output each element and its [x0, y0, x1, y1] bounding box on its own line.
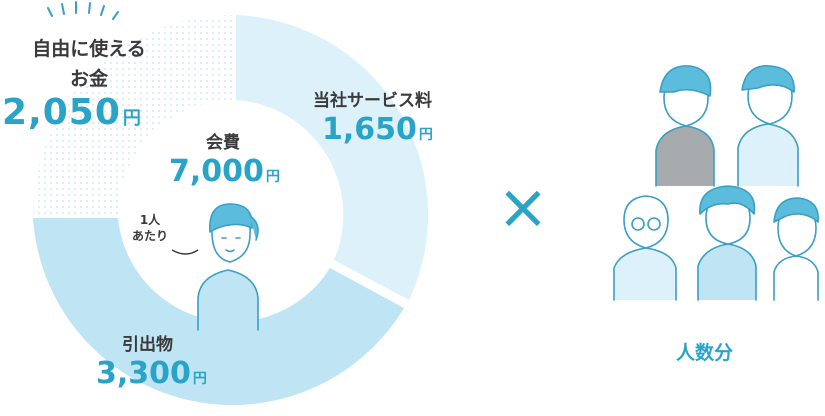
speech-tail-icon — [171, 249, 199, 255]
service-fee-value: 1,650 — [322, 112, 417, 147]
group-illustration — [613, 65, 819, 301]
gifts-title: 引出物 — [122, 335, 173, 355]
membership-fee-amount: 7,000 円 — [169, 154, 280, 189]
per-person-note: 1人 あたり — [132, 212, 168, 244]
free-money-amount: 2,050 円 — [2, 92, 142, 133]
multiply-icon: × — [497, 170, 549, 243]
membership-fee-value: 7,000 — [169, 154, 264, 189]
free-money-title-line2: お金 — [69, 68, 108, 90]
donut-segment-gifts — [33, 218, 404, 405]
membership-fee-unit: 円 — [265, 169, 280, 185]
service-fee-amount: 1,650 円 — [322, 112, 433, 147]
service-fee-title: 当社サービス料 — [313, 91, 432, 111]
people-count-label: 人数分 — [676, 342, 734, 364]
free-money-title-line1: 自由に使える — [32, 38, 146, 60]
per-person-line2: あたり — [132, 229, 169, 243]
free-money-title: 自由に使える お金 — [4, 34, 174, 94]
free-money-value: 2,050 — [2, 92, 121, 133]
gifts-value: 3,300 — [96, 356, 191, 391]
gifts-unit: 円 — [192, 371, 207, 387]
donut-segment-free-money — [33, 15, 233, 215]
free-money-unit: 円 — [122, 108, 142, 129]
sparkle-icon — [47, 1, 119, 20]
donut-segment-service-fee — [236, 15, 429, 300]
per-person-line1: 1人 — [139, 213, 161, 227]
membership-fee-title: 会費 — [206, 133, 240, 153]
service-fee-unit: 円 — [418, 127, 433, 143]
person-illustration — [197, 203, 259, 331]
gifts-amount: 3,300 円 — [96, 356, 207, 391]
